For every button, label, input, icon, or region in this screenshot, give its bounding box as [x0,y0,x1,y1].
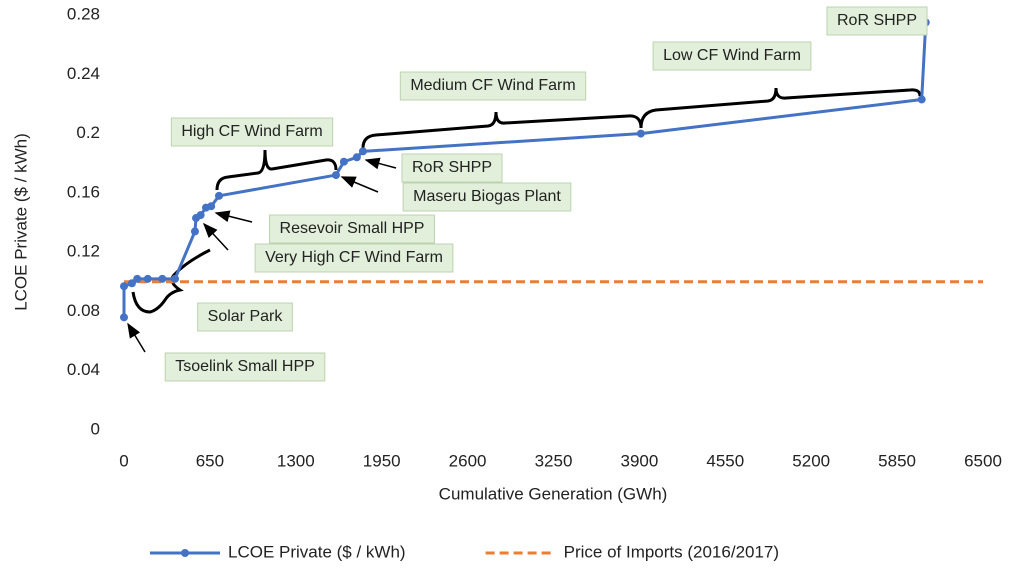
annotation-label: RoR SHPP [837,12,917,29]
brace [215,149,338,191]
y-tick-label: 0.16 [67,182,100,201]
annotation-label: Medium CF Wind Farm [410,77,575,94]
annotation: Resevoir Small HPP [269,214,435,244]
data-point [358,147,367,156]
arrow [340,176,379,193]
data-point [196,211,205,220]
annotation-label: Resevoir Small HPP [280,220,425,237]
data-point [339,157,348,166]
arrow [127,322,146,353]
x-tick-label: 5200 [792,451,830,470]
data-point [331,171,340,180]
x-tick-label: 3900 [620,451,658,470]
data-point [190,227,199,236]
legend-marker [181,549,189,557]
arrow [364,157,397,170]
data-point [917,95,926,104]
data-point [215,191,224,200]
annotation-box [402,182,572,212]
annotation-box [826,6,928,36]
x-tick-label: 3250 [535,451,573,470]
arrow [214,210,253,223]
x-tick-label: 4550 [706,451,744,470]
x-tick-label: 2600 [449,451,487,470]
brace [361,111,643,149]
annotation-box [269,214,435,244]
annotation-box [254,243,454,273]
y-axis-label: LCOE Private ($ / kWh) [11,133,30,311]
annotation-box [170,117,334,147]
x-tick-label: 1950 [363,451,401,470]
annotation-label: RoR SHPP [412,159,492,176]
data-point [636,129,645,138]
x-tick-label: 5850 [878,451,916,470]
data-point [120,313,128,322]
data-point [127,279,136,288]
annotation: RoR SHPP [826,6,928,36]
brace [639,87,922,129]
legend-label: Price of Imports (2016/2017) [564,542,779,561]
annotation-label: Solar Park [208,308,284,325]
y-tick-label: 0.08 [67,301,100,320]
annotation-box [401,153,503,183]
annotation: Maseru Biogas Plant [402,182,572,212]
annotation: RoR SHPP [401,153,503,183]
y-tick-label: 0.12 [67,242,100,261]
annotation-box [197,302,293,332]
annotation: Solar Park [197,302,293,332]
annotation-label: Maseru Biogas Plant [413,188,561,205]
y-tick-label: 0.04 [67,360,100,379]
x-axis-label: Cumulative Generation (GWh) [439,484,668,503]
annotation-box [399,71,587,101]
x-tick-label: 650 [196,451,224,470]
data-point [171,274,180,283]
y-tick-label: 0.28 [67,4,100,23]
annotation: Medium CF Wind Farm [399,71,587,101]
annotation-label: Tsoelink Small HPP [175,358,315,375]
data-point [207,202,216,211]
x-tick-label: 6500 [964,451,1002,470]
data-point [143,274,152,283]
annotation: Tsoelink Small HPP [164,352,326,382]
annotation: Very High CF Wind Farm [254,243,454,273]
data-point [352,153,361,162]
annotation: High CF Wind Farm [170,117,334,147]
legend-label: LCOE Private ($ / kWh) [228,542,406,561]
annotation-label: Very High CF Wind Farm [265,249,443,266]
data-point [133,274,142,283]
annotation-label: High CF Wind Farm [181,123,322,140]
data-point [158,274,167,283]
annotation-box [652,41,812,71]
annotation-box [164,352,326,382]
x-tick-label: 1300 [277,451,315,470]
annotation-label: Low CF Wind Farm [663,47,801,64]
arrow [202,222,229,251]
y-tick-label: 0.2 [76,123,100,142]
annotation: Low CF Wind Farm [652,41,812,71]
x-tick-label: 0 [119,451,128,470]
annotation-shapes [127,87,922,353]
y-tick-label: 0 [91,419,100,438]
data-point [120,282,128,291]
y-tick-label: 0.24 [67,64,100,83]
